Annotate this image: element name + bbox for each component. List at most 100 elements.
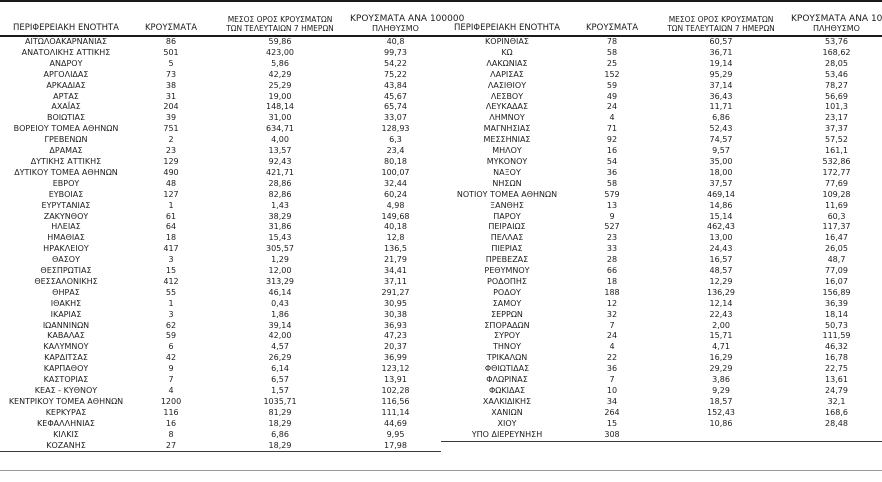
cases-cell: 5	[168, 58, 174, 68]
avg7-cell: 6,86	[712, 113, 730, 123]
per100k-cell: 23,4	[386, 146, 405, 156]
table-row: ΙΘΑΚΗΣ 1 0,43 30,95	[0, 299, 441, 310]
avg7-cell: 6,86	[271, 429, 289, 439]
avg7-cell: 42,00	[268, 331, 292, 341]
col-header-avg7: ΜΕΣΟΣ ΟΡΟΣ ΚΡΟΥΣΜΑΤΩΝ ΤΩΝ ΤΕΛΕΥΤΑΙΩΝ 7 Η…	[210, 2, 350, 37]
table-row: ΚΙΛΚΙΣ 8 6,86 9,95	[0, 430, 441, 441]
table-row: ΑΡΤΑΣ 31 19,00 45,67	[0, 92, 441, 103]
per100k-cell: 36,93	[384, 320, 407, 330]
table-row: ΡΟΔΟΠΗΣ 18 12,29 16,07	[441, 277, 882, 288]
table-row: ΠΕΙΡΑΙΩΣ 527 462,43 117,37	[441, 222, 882, 233]
region-cell: ΝΗΣΩΝ	[492, 178, 522, 188]
cases-table-left-grid: ΠΕΡΙΦΕΡΕΙΑΚΗ ΕΝΟΤΗΤΑ ΚΡΟΥΣΜΑΤΑ ΜΕΣΟΣ ΟΡΟ…	[0, 2, 465, 453]
avg7-cell: 95,29	[709, 69, 733, 79]
cases-cell: 49	[606, 91, 618, 101]
region-cell: ΛΕΥΚΑΔΑΣ	[485, 102, 529, 112]
region-cell: ΠΕΙΡΑΙΩΣ	[488, 222, 526, 232]
per100k-cell: 172,77	[822, 167, 851, 177]
col-header-per100k-line1: ΚΡΟΥΣΜΑΤΑ ΑΝΑ 100000	[350, 14, 465, 24]
per100k-cell: 291,27	[381, 287, 410, 297]
region-cell: ΡΟΔΟΠΗΣ	[487, 276, 527, 286]
cases-cell: 9	[168, 364, 174, 374]
cases-cell: 31	[165, 91, 177, 101]
cases-cell: 18	[165, 233, 177, 243]
per100k-cell: 34,41	[384, 266, 407, 276]
table-row: ΠΙΕΡΙΑΣ 33 24,43 26,05	[441, 244, 882, 255]
per100k-cell: 40,18	[384, 222, 407, 232]
region-cell: ΧΙΟΥ	[497, 418, 517, 428]
region-cell: ΚΑΡΔΙΤΣΑΣ	[44, 353, 88, 363]
cases-cell: 501	[163, 47, 179, 57]
cases-cell: 4	[609, 113, 615, 123]
per100k-cell: 77,69	[825, 178, 848, 188]
table-row: ΕΒΡΟΥ 48 28,86 32,44	[0, 179, 441, 190]
per100k-cell: 149,68	[381, 211, 410, 221]
cases-cell: 62	[165, 320, 177, 330]
region-cell: ΚΑΣΤΟΡΙΑΣ	[43, 375, 89, 385]
table-row: ΦΩΚΙΔΑΣ 10 9,29 24,79	[441, 386, 882, 397]
cases-cell: 39	[165, 113, 177, 123]
avg7-cell: 22,43	[709, 309, 733, 319]
table-row: ΒΟΙΩΤΙΑΣ 39 31,00 33,07	[0, 113, 441, 124]
cases-cell: 54	[606, 156, 618, 166]
cases-cell: 751	[163, 124, 179, 134]
col-header-per100k: ΚΡΟΥΣΜΑΤΑ ΑΝΑ 100000 ΠΛΗΘΥΣΜΟ	[350, 2, 465, 37]
cases-cell: 86	[165, 37, 177, 46]
avg7-cell: 36,71	[709, 47, 733, 57]
col-header-avg7-line2: ΤΩΝ ΤΕΛΕΥΤΑΙΩΝ 7 ΗΜΕΡΩΝ	[667, 24, 775, 33]
region-cell: ΑΙΤΩΛΟΑΚΑΡΝΑΝΙΑΣ	[25, 37, 107, 46]
per100k-cell: 156,89	[822, 287, 851, 297]
region-cell: ΘΑΣΟΥ	[51, 255, 80, 265]
cases-cell: 59	[165, 331, 177, 341]
per100k-cell: 48,7	[827, 255, 846, 265]
region-cell: ΝΑΞΟΥ	[493, 167, 521, 177]
cases-cell: 55	[165, 287, 177, 297]
per100k-cell: 168,62	[822, 47, 851, 57]
cases-cell: 18	[606, 276, 618, 286]
per100k-cell: 99,73	[384, 47, 407, 57]
cases-table-right-grid: ΠΕΡΙΦΕΡΕΙΑΚΗ ΕΝΟΤΗΤΑ ΚΡΟΥΣΜΑΤΑ ΜΕΣΟΣ ΟΡΟ…	[441, 2, 882, 442]
per100k-cell: 24,79	[825, 386, 848, 395]
region-cell: ΚΟΡΙΝΘΙΑΣ	[485, 37, 529, 46]
cases-cell: 13	[606, 200, 618, 210]
cases-cell: 7	[609, 375, 615, 385]
table-row: ΑΡΚΑΔΙΑΣ 38 25,29 43,84	[0, 81, 441, 92]
table-row: ΕΥΡΥΤΑΝΙΑΣ 1 1,43 4,98	[0, 201, 441, 212]
region-cell: ΗΜΑΘΙΑΣ	[47, 233, 85, 243]
table-row: ΙΩΑΝΝΙΝΩΝ 62 39,14 36,93	[0, 321, 441, 332]
table-row: ΡΟΔΟΥ 188 136,29 156,89	[441, 288, 882, 299]
cases-cell: 58	[606, 178, 618, 188]
region-cell: ΤΗΝΟΥ	[492, 342, 522, 352]
avg7-cell: 11,71	[709, 102, 733, 112]
bottom-divider	[0, 470, 882, 471]
region-cell: ΔΡΑΜΑΣ	[49, 146, 83, 156]
region-cell: ΗΡΑΚΛΕΙΟΥ	[43, 244, 89, 254]
cases-cell: 48	[165, 178, 177, 188]
table-row: ΠΡΕΒΕΖΑΣ 28 16,57 48,7	[441, 255, 882, 266]
cases-cell: 4	[168, 386, 174, 395]
region-cell: ΑΧΑΪΑΣ	[51, 102, 81, 112]
per100k-cell: 20,37	[384, 342, 407, 352]
avg7-cell: 74,57	[709, 135, 733, 145]
region-cell: ΚΑΡΠΑΘΟΥ	[43, 364, 89, 374]
region-cell: ΞΑΝΘΗΣ	[490, 200, 524, 210]
table-row: ΣΑΜΟΥ 12 12,14 36,39	[441, 299, 882, 310]
avg7-cell: 15,43	[268, 233, 292, 243]
region-cell: ΣΑΜΟΥ	[492, 298, 522, 308]
region-cell: ΚΕΡΚΥΡΑΣ	[45, 407, 87, 417]
region-cell: ΚΕΦΑΛΛΗΝΙΑΣ	[37, 418, 95, 428]
per100k-cell: 123,12	[381, 364, 410, 374]
table-row: ΑΝΑΤΟΛΙΚΗΣ ΑΤΤΙΚΗΣ 501 423,00 99,73	[0, 48, 441, 59]
avg7-cell: 19,00	[268, 91, 292, 101]
cases-cell: 36	[606, 167, 618, 177]
cases-cell: 417	[163, 244, 179, 254]
table-row: ΘΑΣΟΥ 3 1,29 21,79	[0, 255, 441, 266]
region-cell: ΦΛΩΡΙΝΑΣ	[486, 375, 528, 385]
per100k-cell: 13,91	[384, 375, 407, 385]
per100k-cell: 40,8	[386, 37, 405, 46]
cases-cell: 7	[609, 320, 615, 330]
table-row: ΛΑΡΙΣΑΣ 152 95,29 53,46	[441, 70, 882, 81]
table-row: ΝΟΤΙΟΥ ΤΟΜΕΑ ΑΘΗΝΩΝ 579 469,14 109,28	[441, 190, 882, 201]
avg7-cell: 421,71	[266, 167, 294, 177]
table-row: ΑΙΤΩΛΟΑΚΑΡΝΑΝΙΑΣ 86 59,86 40,8	[0, 36, 441, 48]
